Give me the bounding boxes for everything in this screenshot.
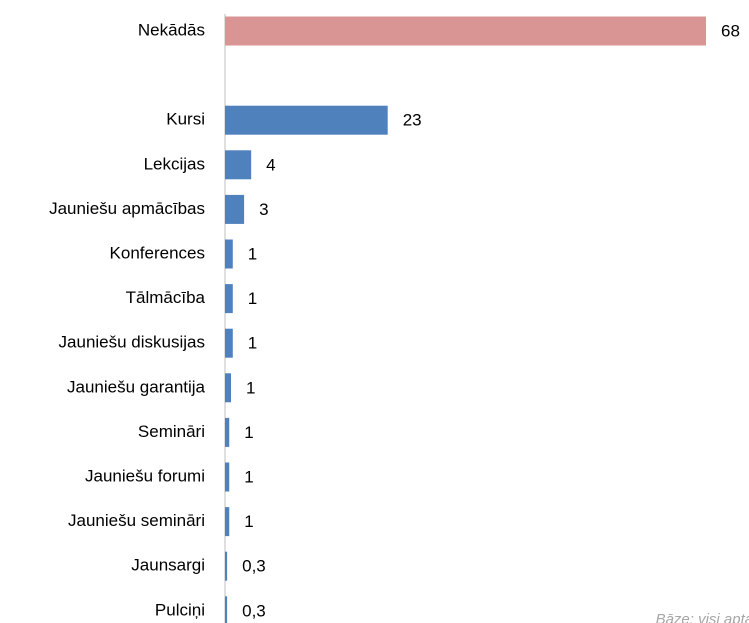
bar bbox=[225, 507, 230, 537]
bar bbox=[225, 194, 245, 224]
bar bbox=[225, 551, 228, 581]
bar bbox=[225, 328, 233, 358]
category-label: Jaunsargi bbox=[131, 556, 205, 575]
value-label: 1 bbox=[244, 467, 253, 486]
category-label: Jauniešu garantija bbox=[67, 377, 206, 396]
category-label: Kursi bbox=[166, 110, 205, 129]
value-label: 0,3 bbox=[242, 557, 266, 576]
category-label: Lekcijas bbox=[144, 154, 205, 173]
category-label: Tālmācība bbox=[126, 288, 206, 307]
category-label: Nekādās bbox=[138, 20, 205, 39]
value-label: 3 bbox=[259, 200, 268, 219]
value-label: 1 bbox=[248, 244, 257, 263]
value-label: 1 bbox=[244, 512, 253, 531]
bar bbox=[225, 16, 706, 46]
bar bbox=[225, 105, 388, 135]
bar bbox=[225, 284, 233, 314]
note: Bāze: visi aptaujātie bbox=[656, 611, 749, 623]
bar bbox=[225, 150, 252, 180]
value-label: 23 bbox=[403, 111, 422, 130]
value-label: 1 bbox=[246, 378, 255, 397]
value-label: 1 bbox=[248, 289, 257, 308]
bar bbox=[225, 462, 230, 492]
category-label: Konferences bbox=[110, 243, 205, 262]
category-label: Jauniešu forumi bbox=[85, 466, 205, 485]
value-label: 4 bbox=[266, 155, 275, 174]
bar bbox=[225, 596, 228, 623]
value-label: 1 bbox=[248, 334, 257, 353]
value-label: 0,3 bbox=[242, 601, 266, 620]
category-label: Jauniešu diskusijas bbox=[59, 333, 205, 352]
category-label: Semināri bbox=[138, 422, 205, 441]
category-label: Jauniešu apmācības bbox=[49, 199, 205, 218]
category-label: Pulciņi bbox=[155, 600, 205, 619]
bar bbox=[225, 239, 233, 269]
bar bbox=[225, 373, 232, 403]
category-label: Jauniešu semināri bbox=[68, 511, 205, 530]
value-label: 1 bbox=[244, 423, 253, 442]
value-label: 68 bbox=[721, 21, 740, 40]
bar bbox=[225, 417, 230, 447]
